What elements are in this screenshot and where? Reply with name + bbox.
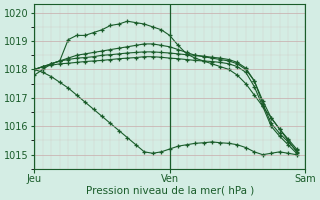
X-axis label: Pression niveau de la mer( hPa ): Pression niveau de la mer( hPa ): [85, 186, 254, 196]
